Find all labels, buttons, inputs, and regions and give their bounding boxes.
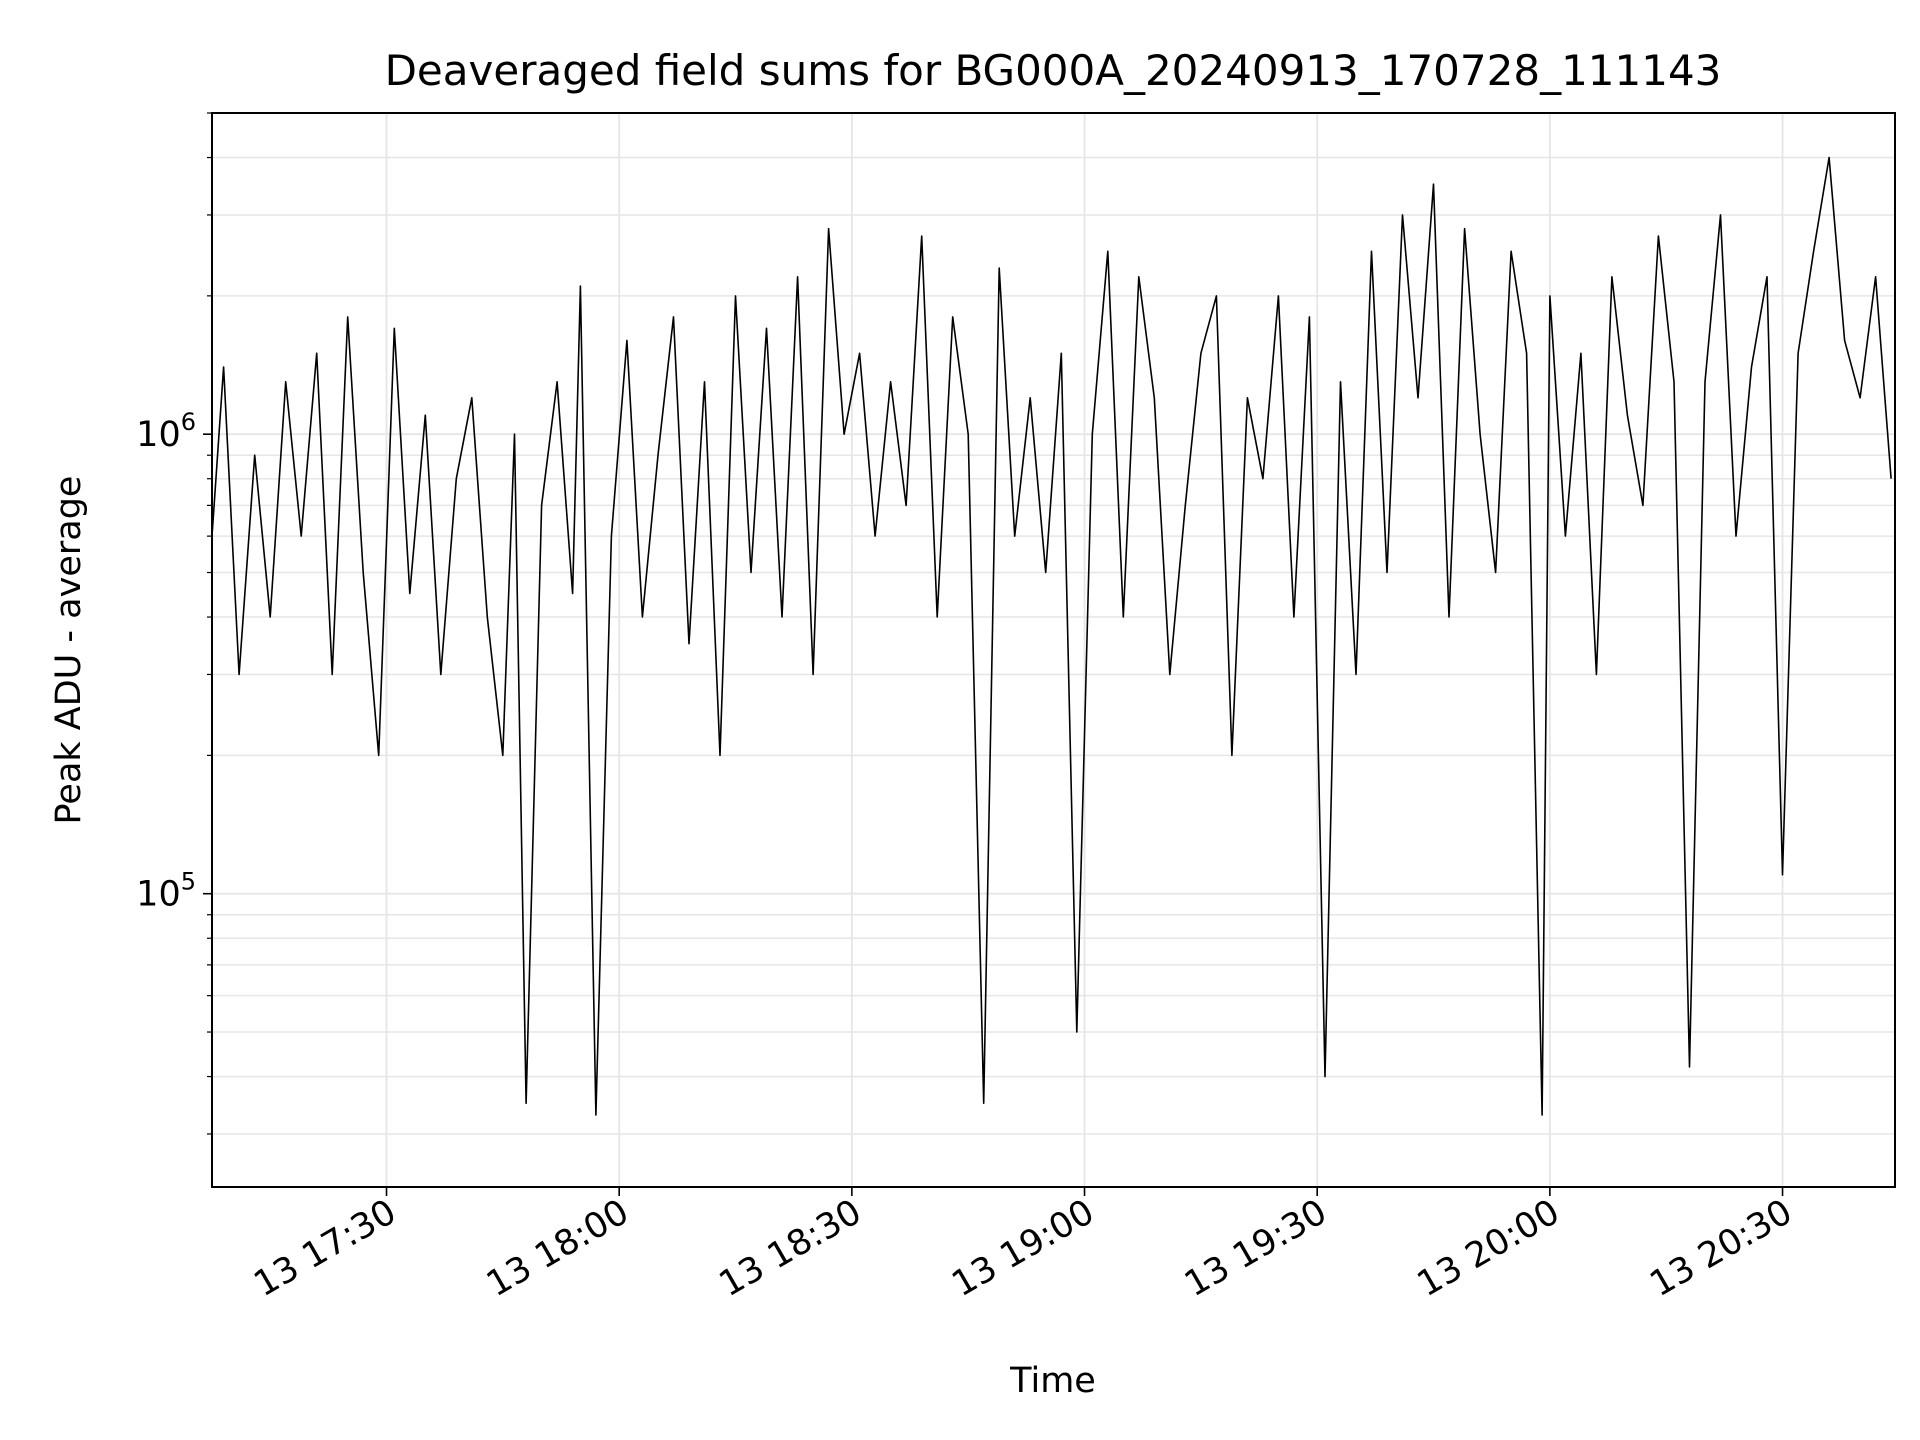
chart-title: Deaveraged field sums for BG000A_2024091…	[385, 46, 1722, 95]
y-tick-label: 105	[136, 868, 196, 915]
grid	[212, 112, 1895, 1187]
y-axis-label: Peak ADU - average	[49, 476, 89, 825]
series-line	[211, 156, 1892, 1116]
y-tick-label: 106	[136, 408, 196, 455]
y-axis: 105 106	[136, 112, 212, 1135]
x-axis-label: Time	[1009, 1361, 1096, 1401]
plot-frame	[211, 112, 1896, 1188]
